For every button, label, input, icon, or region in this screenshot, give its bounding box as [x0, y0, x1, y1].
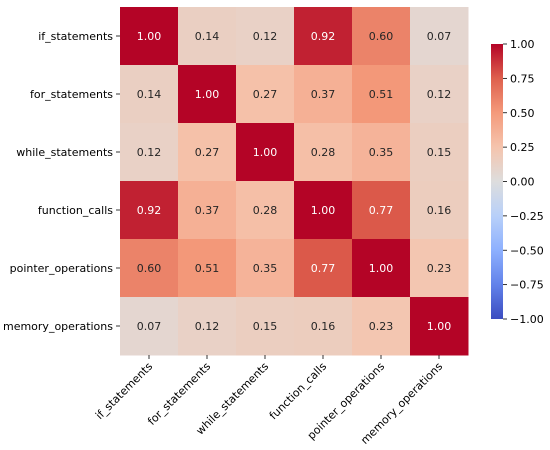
heatmap-cell	[352, 7, 411, 66]
heatmap-cell	[294, 65, 353, 124]
heatmap-cell	[178, 239, 237, 298]
heatmap-cell	[410, 65, 469, 124]
heatmap-cell	[178, 65, 237, 124]
cell-annotations: 1.00 0.14 0.12 0.92 0.60 0.07 0.14 1.00 0.27 0.37…	[137, 30, 452, 333]
cell-value-label: 0.12	[427, 88, 452, 101]
colorbar-gradient	[491, 44, 503, 319]
y-axis-ticks: if_statements for_statements while_stateme…	[3, 30, 120, 333]
heatmap-cell	[410, 181, 469, 240]
cell-value-label: 0.07	[137, 320, 162, 333]
heatmap-cell	[178, 7, 237, 66]
colorbar-tick-label: −0.25	[510, 210, 544, 223]
colorbar-tick-label: −1.00	[510, 313, 544, 326]
heatmap-cell	[294, 239, 353, 298]
heatmap-cell	[352, 123, 411, 182]
cell-value-label: 0.14	[195, 30, 220, 43]
x-axis-ticks: if_statementsfor_statementswhile_stateme…	[93, 355, 445, 447]
heatmap-cell	[410, 123, 469, 182]
cell-value-label: 1.00	[311, 204, 336, 217]
cell-value-label: 0.23	[427, 262, 452, 275]
cell-value-label: 0.77	[311, 262, 336, 275]
cell-value-label: 0.77	[369, 204, 394, 217]
heatmap-cell	[352, 65, 411, 124]
cell-value-label: 0.28	[253, 204, 278, 217]
heatmap-cell	[120, 239, 179, 298]
x-tick-label: if_statements	[93, 360, 155, 422]
colorbar-tick-label: 0.25	[510, 141, 535, 154]
colorbar-tick-label: 0.50	[510, 107, 535, 120]
cell-value-label: 0.07	[427, 30, 452, 43]
x-tick-label: function_calls	[267, 360, 329, 422]
cell-value-label: 0.15	[253, 320, 278, 333]
heatmap-cell	[294, 297, 353, 356]
y-tick-label: function_calls	[38, 204, 113, 217]
cell-value-label: 0.35	[253, 262, 278, 275]
cell-value-label: 0.28	[311, 146, 336, 159]
heatmap-cell	[352, 181, 411, 240]
heatmap-cell	[294, 123, 353, 182]
heatmap-cell	[236, 297, 295, 356]
heatmap-cell	[178, 181, 237, 240]
cell-value-label: 0.16	[311, 320, 336, 333]
cell-value-label: 0.12	[137, 146, 162, 159]
y-tick-label: memory_operations	[3, 320, 113, 333]
heatmap-cell	[236, 123, 295, 182]
cell-value-label: 0.14	[137, 88, 162, 101]
cell-value-label: 0.23	[369, 320, 394, 333]
heatmap-cell	[410, 239, 469, 298]
heatmap-cell	[294, 181, 353, 240]
cell-value-label: 0.12	[195, 320, 220, 333]
cell-value-label: 0.37	[311, 88, 336, 101]
heatmap-cell	[120, 7, 179, 66]
cell-value-label: 0.92	[137, 204, 162, 217]
cell-value-label: 0.37	[195, 204, 220, 217]
cell-value-label: 0.51	[195, 262, 220, 275]
heatmap-cell	[236, 239, 295, 298]
y-tick-label: pointer_operations	[10, 262, 114, 275]
heatmap-cell	[120, 181, 179, 240]
heatmap-cell	[294, 7, 353, 66]
cell-value-label: 0.15	[427, 146, 452, 159]
heatmap-cell	[410, 297, 469, 356]
cell-value-label: 1.00	[253, 146, 278, 159]
cell-value-label: 1.00	[427, 320, 452, 333]
heatmap-cell	[352, 297, 411, 356]
colorbar-tick-label: −0.50	[510, 244, 544, 257]
cell-value-label: 1.00	[369, 262, 394, 275]
heatmap-cell	[120, 123, 179, 182]
cell-value-label: 0.60	[369, 30, 394, 43]
cell-value-label: 1.00	[195, 88, 220, 101]
heatmap-cells	[120, 7, 469, 356]
heatmap-cell	[236, 65, 295, 124]
heatmap-cell	[352, 239, 411, 298]
y-tick-label: for_statements	[30, 88, 113, 101]
colorbar-tick-label: −0.75	[510, 279, 544, 292]
heatmap-cell	[178, 123, 237, 182]
colorbar-tick-label: 0.00	[510, 176, 535, 189]
cell-value-label: 0.92	[311, 30, 336, 43]
cell-value-label: 0.35	[369, 146, 394, 159]
heatmap-cell	[178, 297, 237, 356]
y-tick-label: if_statements	[38, 30, 113, 43]
cell-value-label: 0.27	[195, 146, 220, 159]
heatmap-cell	[120, 65, 179, 124]
heatmap-cell	[120, 297, 179, 356]
colorbar: 1.00 0.75 0.50 0.25 0.00 −0.25 −0.50 −0.75 −1.00	[491, 38, 544, 326]
cell-value-label: 1.00	[137, 30, 162, 43]
y-tick-label: while_statements	[16, 146, 113, 159]
colorbar-tick-label: 0.75	[510, 72, 535, 85]
cell-value-label: 0.12	[253, 30, 278, 43]
heatmap-cell	[410, 7, 469, 66]
heatmap-cell	[236, 181, 295, 240]
cell-value-label: 0.51	[369, 88, 394, 101]
cell-value-label: 0.60	[137, 262, 162, 275]
cell-value-label: 0.16	[427, 204, 452, 217]
cell-value-label: 0.27	[253, 88, 278, 101]
colorbar-tick-label: 1.00	[510, 38, 535, 51]
heatmap-cell	[236, 7, 295, 66]
